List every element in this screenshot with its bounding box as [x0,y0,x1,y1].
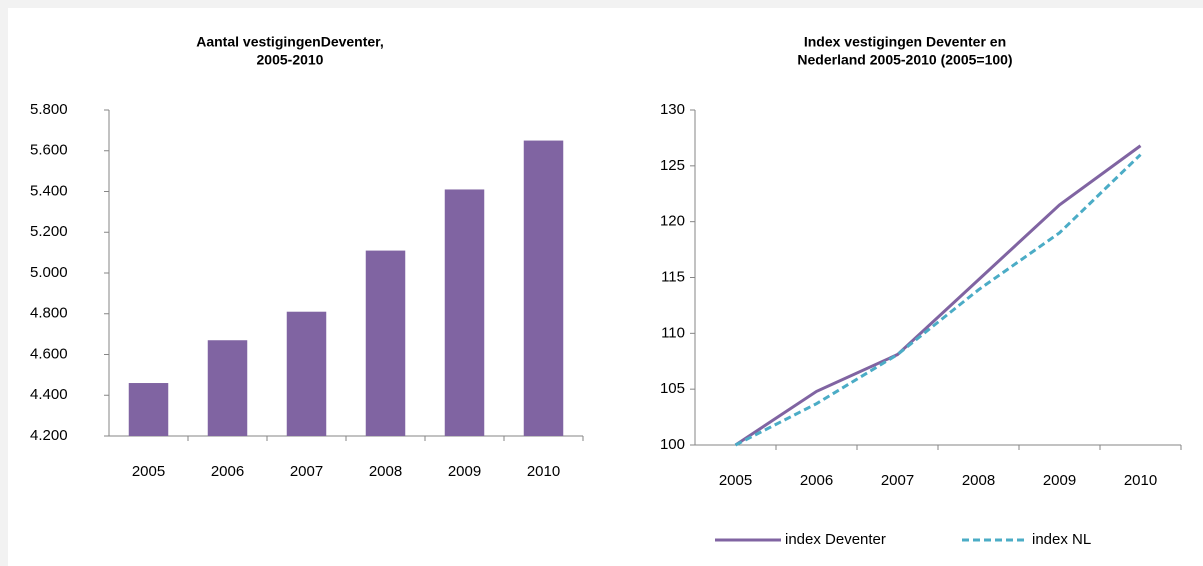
legend-label: index NL [1032,531,1091,548]
x-tick-label: 2008 [369,463,402,480]
bar [523,140,564,436]
x-tick-label: 2006 [211,463,244,480]
chart-title: Nederland 2005-2010 (2005=100) [797,52,1012,68]
y-tick-label: 5.000 [30,264,68,281]
y-tick-label: 100 [660,436,685,453]
panel [8,8,1203,566]
x-tick-label: 2005 [719,472,752,489]
line-series [734,144,1142,447]
y-tick-label: 4.600 [30,345,68,362]
bar [365,250,406,436]
y-tick-label: 110 [661,324,685,341]
x-tick-label: 2009 [448,463,481,480]
x-tick-label: 2006 [800,472,833,489]
y-tick-label: 5.600 [30,142,68,159]
y-tick-label: 5.800 [30,101,68,118]
chart-title: Index vestigingen Deventer en [804,34,1006,50]
y-tick-label: 4.400 [30,386,68,403]
y-tick-label: 5.400 [30,182,68,199]
y-tick-label: 130 [660,101,685,118]
legend-label: index Deventer [785,531,886,548]
y-tick-label: 4.200 [30,427,68,444]
bar [128,383,169,436]
y-tick-label: 4.800 [30,305,68,322]
bar [444,189,485,436]
y-tick-label: 115 [661,268,685,285]
line-series [734,153,1142,447]
x-tick-label: 2007 [290,463,323,480]
bar [207,340,248,436]
bar [286,311,327,436]
x-tick-label: 2007 [881,472,914,489]
x-tick-label: 2009 [1043,472,1076,489]
y-tick-label: 125 [660,157,685,174]
y-tick-label: 5.200 [30,223,68,240]
x-tick-label: 2010 [1124,472,1157,489]
y-tick-label: 120 [660,213,685,230]
x-tick-label: 2008 [962,472,995,489]
chart-title: 2005-2010 [257,52,324,68]
x-tick-label: 2005 [132,463,165,480]
x-tick-label: 2010 [527,463,560,480]
y-tick-label: 105 [660,380,685,397]
chart-title: Aantal vestigingenDeventer, [196,34,384,50]
